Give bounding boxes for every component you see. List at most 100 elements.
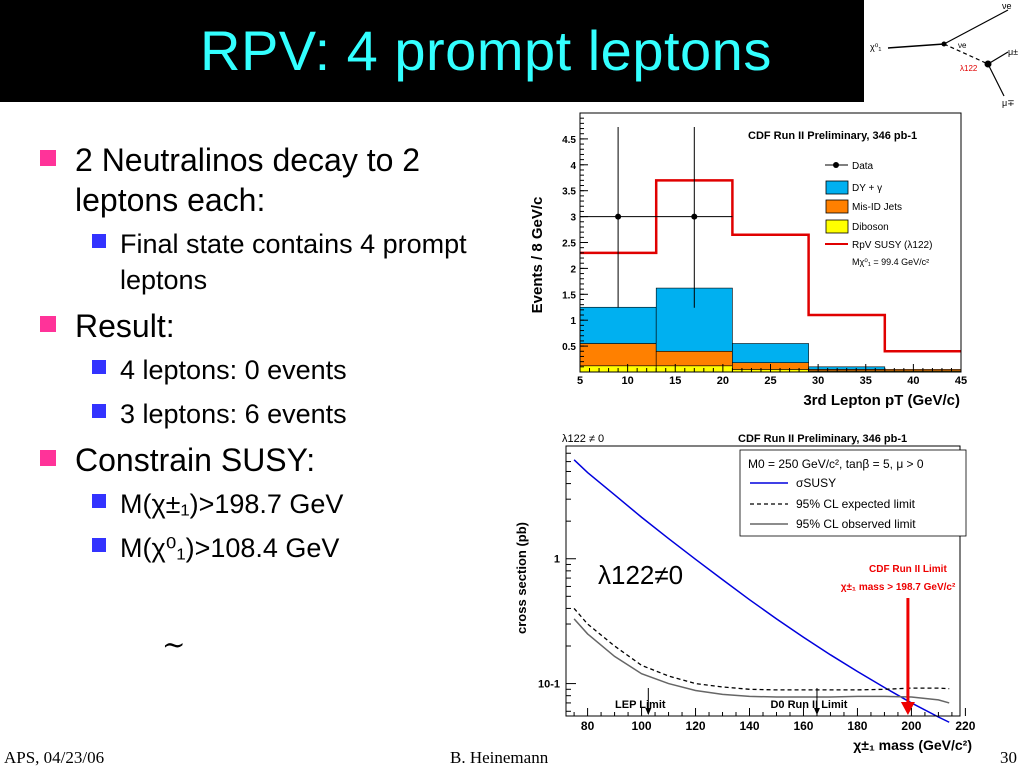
series-line-2 <box>573 618 950 704</box>
limit-arrow-head <box>813 708 820 715</box>
feyn-label-lambda: λ122 <box>960 64 978 73</box>
legend-rpv-label: RpV SUSY (λ122) <box>852 240 932 251</box>
x-tick-label: 20 <box>717 375 729 387</box>
y-tick-label: 0.5 <box>562 342 576 353</box>
legend-dy-label: DY + γ <box>852 183 882 194</box>
cross-section-axes: 80 100 120 140 160 180 200 220 10-1 1 <box>538 445 976 733</box>
y-tick-label: 3.5 <box>562 187 576 198</box>
bullet-2-sub-1-text: 4 leptons: 0 events <box>120 355 347 385</box>
y-tick-label: 4 <box>570 161 576 172</box>
x-tick-label: 180 <box>847 719 867 733</box>
lep-limit-label: LEP Limit <box>615 699 666 711</box>
cdf-limit-arrow-head <box>900 702 915 715</box>
cdf-limit-label: CDF Run II Limit <box>869 564 947 575</box>
bullet-2-sub-2: 3 leptons: 6 events <box>40 396 520 432</box>
x-tick-label: 80 <box>581 719 595 733</box>
legend-data-label: Data <box>852 161 874 172</box>
bullet-marker <box>92 404 106 418</box>
bullet-3: Constrain SUSY: <box>40 440 520 480</box>
feynman-diagram: νe χ⁰₁ νe λ122 μ± μ∓ <box>870 1 1018 108</box>
lambda-overlay-text: λ122≠0 <box>598 560 683 590</box>
chi-line <box>887 43 945 49</box>
histogram-legend: Data DY + γ Mis-ID Jets Diboson RpV SUSY… <box>825 161 932 267</box>
cdf-limit-mass-label: χ±₁ mass > 198.7 GeV/c² <box>841 582 956 593</box>
data-point <box>691 213 698 220</box>
limit-arrow-head <box>645 708 652 715</box>
legend-misid-swatch <box>825 199 849 214</box>
pt-histogram-chart: 5 10 15 20 25 30 35 40 45 0.5 1 1.5 2 2.5 3 3.5 4 4.5 Eve… <box>530 112 967 409</box>
y-tick-label: 1 <box>570 316 576 327</box>
bullet-marker <box>92 538 106 552</box>
feyn-label-nu: νe <box>1002 1 1012 11</box>
cross-section-x-label: χ±₁ mass (GeV/c²) <box>853 737 972 753</box>
footer-author: B. Heinemann <box>450 748 549 767</box>
series-line-0 <box>573 459 950 723</box>
stack-bar-2-2 <box>732 343 809 363</box>
legend-params: M0 = 250 GeV/c², tanβ = 5, μ > 0 <box>748 457 924 471</box>
cross-section-chart: 80 100 120 140 160 180 200 220 10-1 1 λ122 ≠ 0 CD… <box>514 433 976 753</box>
x-tick-label: 35 <box>860 375 872 387</box>
cross-section-legend: M0 = 250 GeV/c², tanβ = 5, μ > 0 σSUSY 9… <box>739 449 967 537</box>
x-tick-label: 120 <box>686 719 706 733</box>
y-tick-label: 3 <box>570 213 576 224</box>
x-tick-label: 140 <box>739 719 759 733</box>
bullet-1: 2 Neutralinos decay to 2 leptons each: <box>40 140 520 220</box>
legend-mass-label: Mχ⁰₁ = 99.4 GeV/c² <box>852 257 929 267</box>
x-tick-label: 200 <box>901 719 921 733</box>
stack-bar-1-1 <box>655 350 733 367</box>
y-tick-label: 10-1 <box>538 679 560 691</box>
bullet-3-sub-1-text: M(χ±₁)>198.7 GeV <box>120 489 344 519</box>
legend-expected-label: 95% CL expected limit <box>796 497 916 511</box>
bullet-marker <box>92 360 106 374</box>
bullet-1-sub-1: Final state contains 4 prompt leptons <box>40 226 520 298</box>
x-tick-label: 30 <box>812 375 824 387</box>
x-tick-label: 220 <box>955 719 975 733</box>
bullet-2: Result: <box>40 306 520 346</box>
legend-diboson-label: Diboson <box>852 222 889 233</box>
x-tick-label: 160 <box>793 719 813 733</box>
histogram-title: CDF Run II Preliminary, 346 pb-1 <box>748 130 917 142</box>
legend-data-marker <box>833 162 839 168</box>
feyn-label-mu1: μ± <box>1008 47 1018 57</box>
bullet-1-text: 2 Neutralinos decay to 2 leptons each: <box>75 142 421 218</box>
vertex-2 <box>984 60 992 68</box>
series-line-1 <box>573 607 950 691</box>
stack-bar-2-0 <box>579 306 657 344</box>
y-tick-label: 1 <box>554 554 560 566</box>
cross-section-corner-label: λ122 ≠ 0 <box>562 433 604 445</box>
cross-section-plot-area <box>573 459 950 723</box>
x-tick-label: 100 <box>632 719 652 733</box>
feyn-label-chi: χ⁰₁ <box>870 42 881 52</box>
slide-title: RPV: 4 prompt leptons <box>200 19 772 82</box>
bullet-3-text: Constrain SUSY: <box>75 442 316 478</box>
bullet-marker <box>40 450 56 466</box>
x-tick-label: 25 <box>764 375 776 387</box>
footer-date: APS, 04/23/06 <box>4 748 105 767</box>
legend-misid-label: Mis-ID Jets <box>852 202 902 213</box>
mu1-line <box>987 51 1009 65</box>
title-bar <box>0 0 864 102</box>
bullet-marker <box>92 494 106 508</box>
legend-box <box>739 449 967 537</box>
bullet-3-sub-2-text: M(χ⁰₁)>108.4 GeV <box>120 533 340 563</box>
cross-section-y-label: cross section (pb) <box>514 522 529 634</box>
feyn-label-snu: νe <box>958 41 967 50</box>
legend-dy-swatch <box>825 180 849 195</box>
bullet-list: 2 Neutralinos decay to 2 leptons each: F… <box>40 140 520 574</box>
bullet-3-sub-1: M(χ±₁)>198.7 GeV <box>40 486 520 522</box>
mu2-line <box>987 63 1005 97</box>
bullet-marker <box>40 150 56 166</box>
legend-diboson-swatch <box>825 219 849 234</box>
snu-line <box>943 43 989 65</box>
bullet-marker <box>92 234 106 248</box>
legend-observed-label: 95% CL observed limit <box>796 517 916 531</box>
bullet-1-sub-1-text: Final state contains 4 prompt leptons <box>120 229 467 295</box>
y-tick-label: 2 <box>570 264 576 275</box>
bullet-2-sub-2-text: 3 leptons: 6 events <box>120 399 347 429</box>
x-tick-label: 5 <box>577 375 583 387</box>
histogram-axes: 5 10 15 20 25 30 35 40 45 0.5 1 1.5 2 2.5 3 3.5 4 4.5 <box>562 112 967 387</box>
stack-bar-1-0 <box>579 343 657 367</box>
bullet-2-sub-1: 4 leptons: 0 events <box>40 352 520 388</box>
y-tick-label: 2.5 <box>562 239 576 250</box>
y-tick-label: 1.5 <box>562 290 576 301</box>
